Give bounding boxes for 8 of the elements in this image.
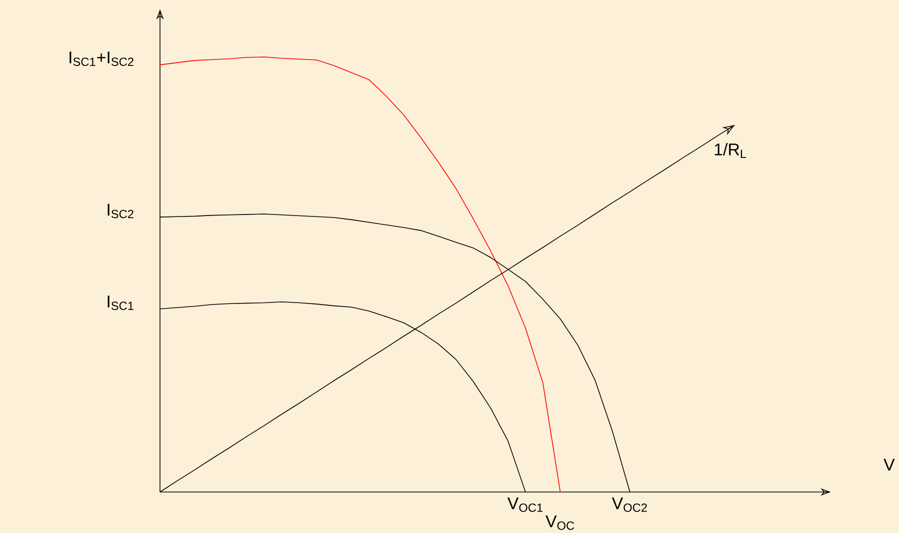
x-tick-label: V$_{OC2}$ xyxy=(612,497,647,512)
text: I$_{SC1}$+I$_{SC2}$ xyxy=(70,52,134,66)
x-tick-label: V$_{OC}$ xyxy=(546,515,574,530)
text: I$_{SC2}$ xyxy=(108,204,134,218)
text: I$_{SC1}$ xyxy=(108,296,134,310)
x-axis-title: V xyxy=(884,458,895,470)
x-tick-label: V$_{OC1}$ xyxy=(507,497,542,512)
legend-label: 1/R$_{L}$ xyxy=(714,142,746,158)
